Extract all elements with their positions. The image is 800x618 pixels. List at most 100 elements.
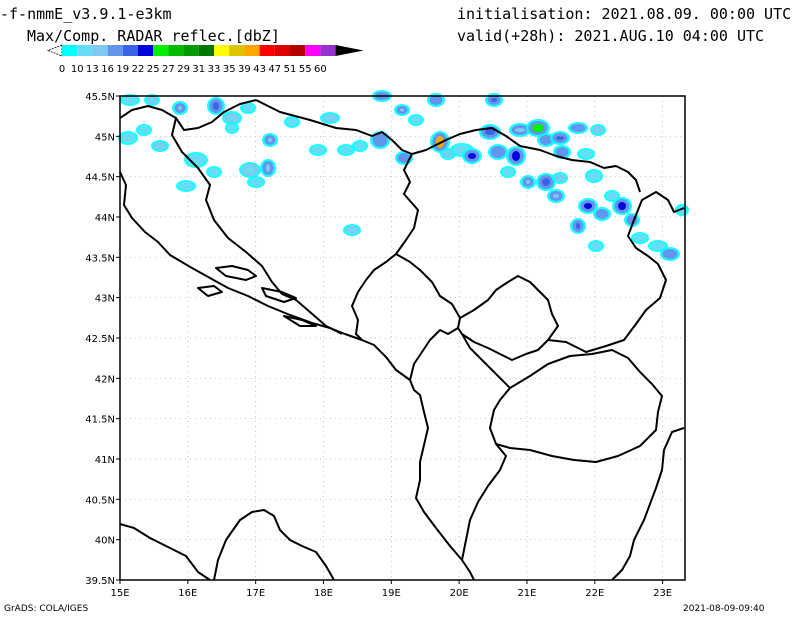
radar-echo-mid: [354, 142, 366, 150]
legend-tick-label: 55: [299, 64, 312, 75]
border-montenegro: [395, 253, 461, 381]
y-tick-label: 42.5N: [85, 334, 115, 345]
lat-lon-grid: [120, 96, 685, 580]
legend-swatch: [168, 45, 184, 56]
radar-echo-core: [349, 228, 355, 232]
y-tick-label: 39.5N: [85, 576, 115, 587]
border-bosnia-serbia: [351, 253, 397, 341]
border-albania-east: [461, 333, 511, 561]
legend-tick-label: 0: [59, 64, 65, 75]
y-tick-label: 40.5N: [85, 495, 115, 506]
legend-tick-label: 29: [177, 64, 190, 75]
coastline-italy-inner: [213, 509, 335, 581]
radar-echo-core: [491, 98, 497, 102]
x-tick-label: 18E: [314, 588, 333, 599]
radar-echo-core: [178, 106, 182, 110]
y-tick-label: 41.5N: [85, 415, 115, 426]
legend-tick-label: 35: [223, 64, 236, 75]
legend-tick-label: 33: [208, 64, 221, 75]
color-legend: 0 10 13 16 19 22 25 27 29 31 33 35 39 43 47 51 55 60: [46, 44, 364, 75]
legend-low-cap: [46, 44, 63, 57]
y-tick-label: 45.5N: [85, 92, 115, 103]
y-tick-label: 45N: [95, 132, 115, 143]
coastline-italy: [119, 523, 211, 581]
radar-echo-core: [446, 152, 450, 156]
border-north: [255, 99, 419, 255]
radar-echoes: [118, 90, 689, 261]
radar-echo-core: [326, 116, 334, 120]
legend-swatch: [320, 45, 336, 56]
y-tick-label: 41N: [95, 455, 115, 466]
radar-echo-core: [150, 98, 154, 102]
radar-echo-mid: [122, 96, 138, 104]
radar-echo-core: [666, 252, 674, 256]
radar-echo-core: [543, 138, 549, 142]
legend-swatch: [183, 45, 199, 56]
x-tick-label: 15E: [110, 588, 129, 599]
radar-echo-mid: [186, 154, 206, 166]
radar-echo-core: [494, 149, 502, 155]
coastline-greece: [611, 427, 685, 581]
radar-echo-mid: [242, 104, 254, 112]
radar-echo-mid: [138, 126, 150, 134]
radar-echo-core: [574, 126, 582, 130]
footer-credit: GrADS: COLA/IGES: [4, 604, 89, 614]
legend-swatch: [153, 45, 169, 56]
radar-echo-core: [618, 202, 626, 210]
legend-tick-label: 51: [284, 64, 297, 75]
radar-echo-core: [584, 203, 592, 209]
legend-swatch: [259, 45, 275, 56]
legend-swatch: [92, 45, 108, 56]
coastline-north: [119, 99, 257, 131]
radar-echo-core: [268, 138, 272, 142]
radar-echo-core: [599, 212, 605, 216]
model-title: -f-nmmE_v3.9.1-e3km: [0, 5, 172, 23]
radar-echo-core: [157, 144, 163, 148]
y-tick-label: 44N: [95, 213, 115, 224]
border-kosovo: [457, 275, 559, 361]
radar-echo-core: [213, 102, 219, 110]
legend-tick-label: 47: [268, 64, 281, 75]
radar-echo-core: [512, 151, 520, 161]
y-tick-label: 44.5N: [85, 173, 115, 184]
legend-tick-label: 22: [132, 64, 145, 75]
legend-swatch: [229, 45, 245, 56]
legend-swatch: [274, 45, 290, 56]
legend-tick-label: 16: [101, 64, 114, 75]
legend-tick-label: 43: [253, 64, 266, 75]
x-tick-label: 17E: [246, 588, 265, 599]
radar-echo-mid: [410, 116, 422, 124]
radar-echo-core: [400, 108, 404, 112]
valid-time: valid(+28h): 2021.AUG.10 04:00 UTC: [457, 27, 765, 45]
legend-swatch: [214, 45, 230, 56]
radar-echo-mid: [178, 182, 194, 190]
x-tick-label: 20E: [450, 588, 469, 599]
legend-tick-label: 25: [147, 64, 160, 75]
radar-echo-core: [532, 124, 544, 132]
radar-echo-core: [556, 136, 564, 140]
x-tick-label: 16E: [178, 588, 197, 599]
radar-echo-mid: [502, 168, 514, 176]
legend-tick-label: 19: [116, 64, 129, 75]
x-tick-label: 22E: [585, 588, 604, 599]
radar-echo-core: [526, 180, 530, 184]
legend-swatch: [62, 45, 78, 56]
radar-echo-mid: [633, 234, 647, 242]
legend-swatch: [77, 45, 93, 56]
radar-echo-mid: [208, 168, 220, 176]
island-4: [283, 315, 317, 327]
y-tick-label: 43N: [95, 294, 115, 305]
radar-echo-core: [558, 176, 562, 180]
y-tick-label: 42N: [95, 374, 115, 385]
field-title: Max/Comp. RADAR reflec.[dbZ]: [27, 27, 280, 45]
radar-echo-core: [376, 136, 384, 144]
radar-echo-core: [485, 129, 495, 135]
radar-echo-mid: [286, 118, 298, 126]
legend-tick-label: 31: [192, 64, 205, 75]
legend-high-cap: [335, 45, 364, 56]
radar-echo-core: [433, 98, 439, 102]
x-tick-label: 21E: [517, 588, 536, 599]
y-tick-label: 43.5N: [85, 253, 115, 264]
y-tick-label: 40N: [95, 536, 115, 547]
